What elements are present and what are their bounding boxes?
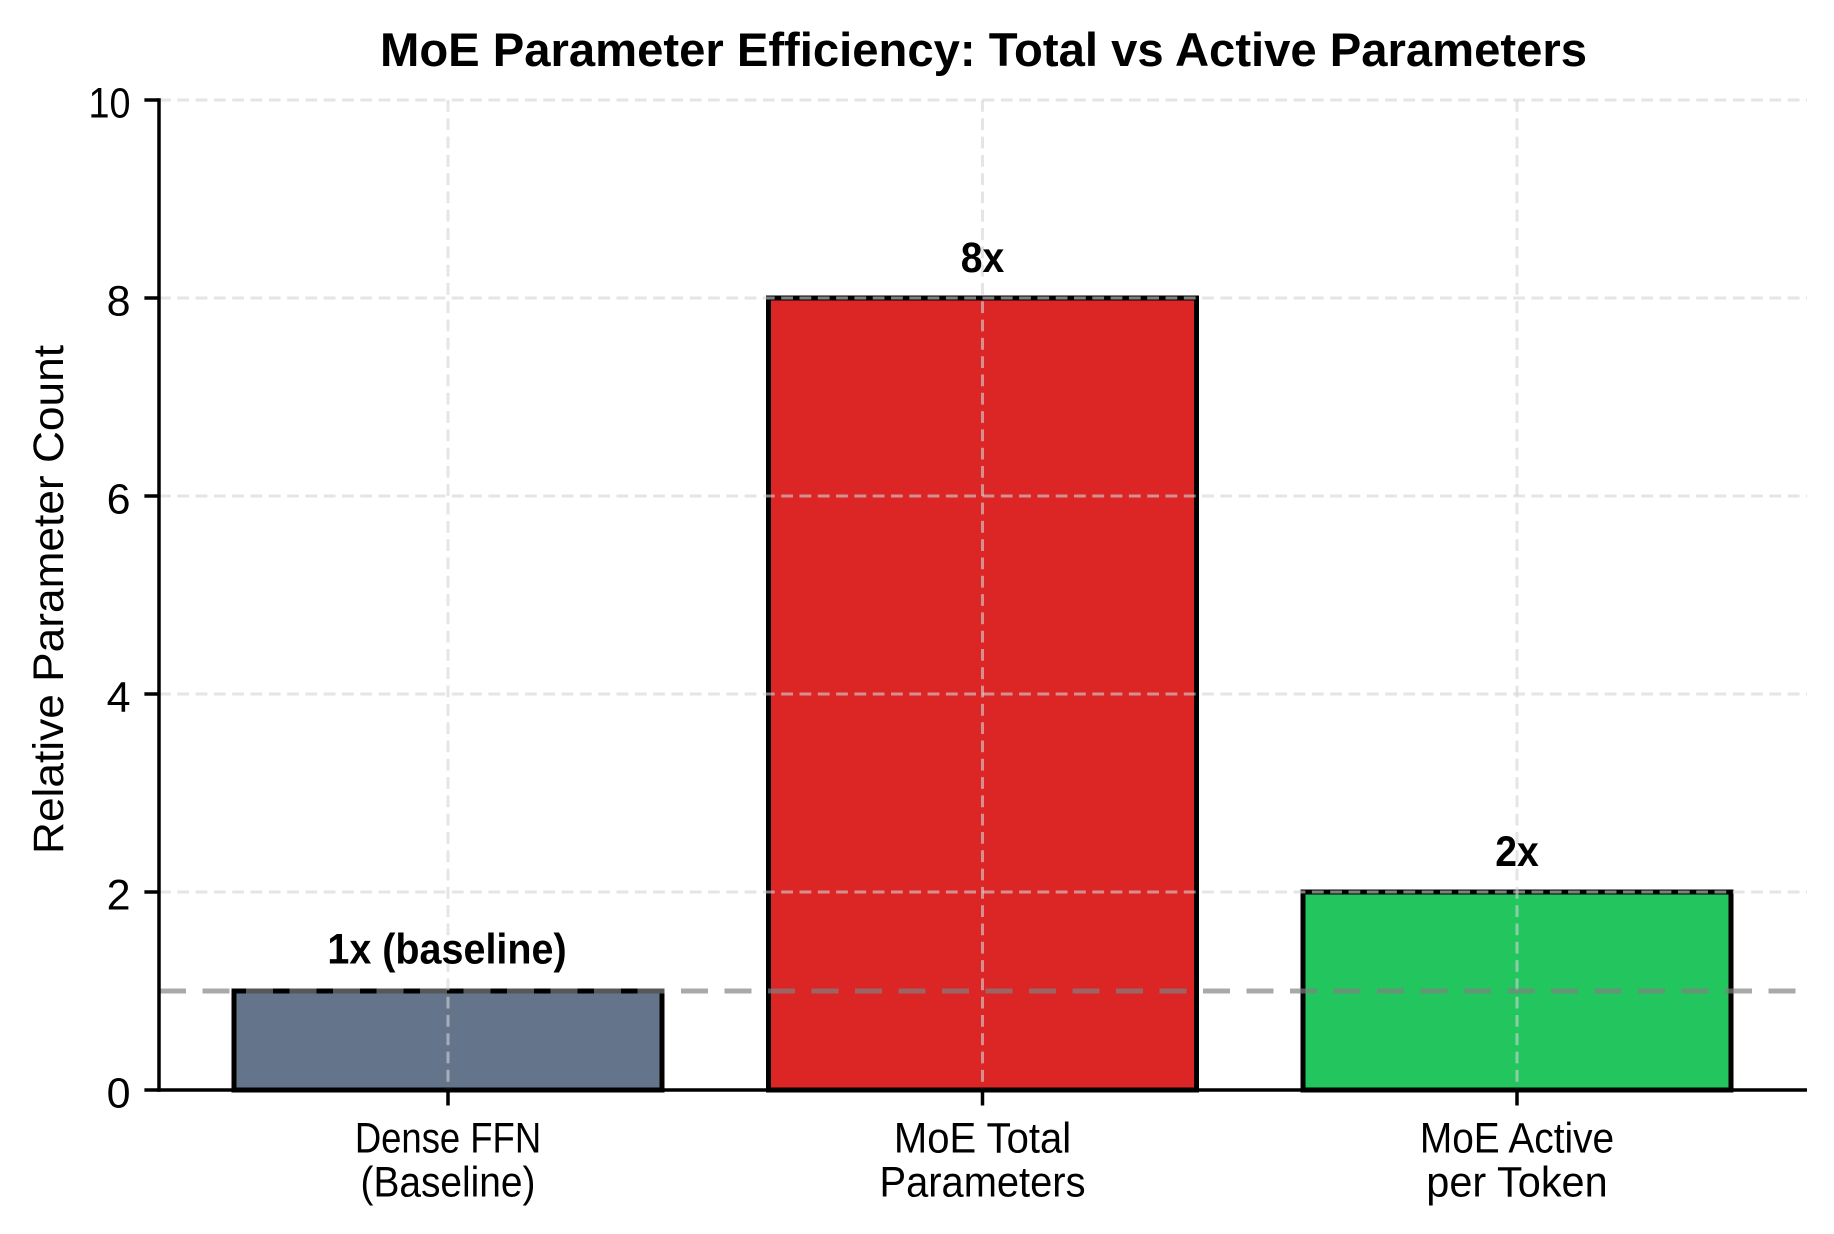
svg-text:MoE Active: MoE Active <box>1420 1115 1614 1163</box>
svg-text:8x: 8x <box>961 234 1005 282</box>
svg-text:8: 8 <box>107 278 131 326</box>
svg-text:1x (baseline): 1x (baseline) <box>327 926 566 974</box>
svg-text:4: 4 <box>107 674 131 722</box>
svg-text:10: 10 <box>89 80 131 128</box>
svg-text:per Token: per Token <box>1426 1159 1607 1207</box>
svg-text:2: 2 <box>107 872 131 920</box>
svg-text:Parameters: Parameters <box>880 1159 1086 1207</box>
svg-text:Relative Parameter Count: Relative Parameter Count <box>25 345 73 854</box>
svg-text:(Baseline): (Baseline) <box>361 1159 536 1207</box>
svg-text:MoE Total: MoE Total <box>894 1115 1071 1163</box>
svg-text:0: 0 <box>107 1070 131 1118</box>
svg-text:6: 6 <box>107 476 131 524</box>
svg-text:2x: 2x <box>1495 828 1539 876</box>
svg-text:MoE Parameter Efficiency: Tota: MoE Parameter Efficiency: Total vs Activ… <box>380 24 1587 77</box>
svg-text:Dense FFN: Dense FFN <box>355 1115 541 1163</box>
